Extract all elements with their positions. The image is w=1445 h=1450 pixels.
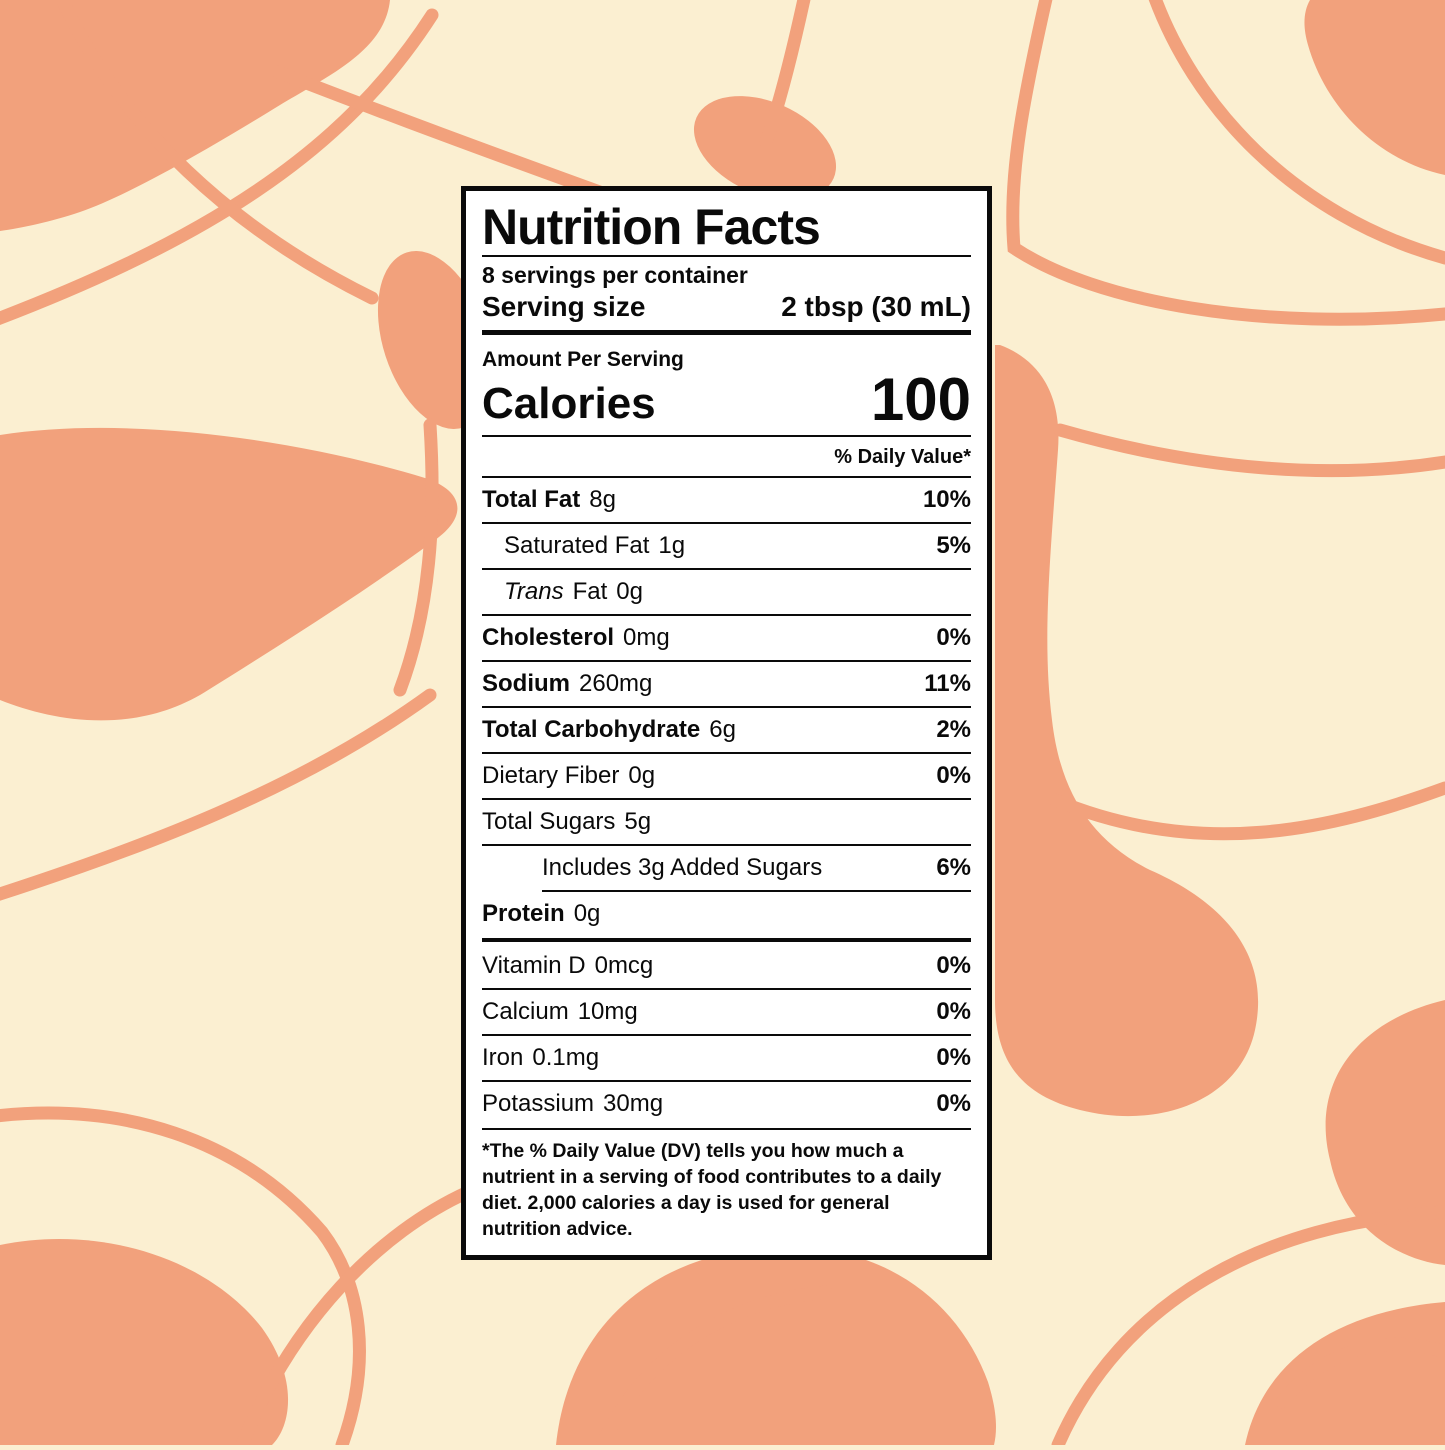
nutrient-row-total-carbohydrate: Total Carbohydrate 6g 2% <box>482 706 971 752</box>
nutrient-amount: 8g <box>589 486 616 514</box>
amount-per-serving: Amount Per Serving <box>482 347 684 371</box>
micronutrient-row-iron: Iron 0.1mg 0% <box>482 1033 971 1080</box>
nutrient-dv: 0% <box>936 624 971 652</box>
nutrition-facts-label: Nutrition Facts 8 servings per container… <box>461 186 992 1260</box>
calories-label: Calories <box>482 378 656 428</box>
nutrient-dv: 0% <box>936 1043 971 1071</box>
nutrient-name-italic: Trans <box>504 578 564 606</box>
section-bar-thick <box>482 330 971 335</box>
micronutrient-row-vitamin-d: Vitamin D 0mcg 0% <box>482 944 971 988</box>
calories-value: 100 <box>870 365 971 433</box>
nutrient-dv: 0% <box>936 997 971 1025</box>
nutrient-row-saturated-fat: Saturated Fat 1g 5% <box>482 522 971 568</box>
nutrient-dv: 11% <box>924 670 971 698</box>
nutrient-row-total-sugars: Total Sugars 5g <box>482 798 971 844</box>
nutrient-name: Sodium <box>482 670 570 698</box>
calories-bar <box>482 434 971 438</box>
nutrient-dv: 0% <box>936 1089 971 1117</box>
nutrient-row-cholesterol: Cholesterol 0mg 0% <box>482 614 971 660</box>
micronutrient-row-calcium: Calcium 10mg 0% <box>482 987 971 1034</box>
nutrient-amount: 0mg <box>623 624 670 652</box>
added-sugars-rule <box>542 890 971 893</box>
nutrient-dv: 6% <box>936 854 971 882</box>
nutrient-row-dietary-fiber: Dietary Fiber 0g 0% <box>482 752 971 798</box>
nutrient-row-trans-fat: Trans Fat 0g <box>482 568 971 614</box>
nutrient-amount: 6g <box>709 716 736 744</box>
label-title: Nutrition Facts <box>482 199 821 255</box>
nutrient-amount: 1g <box>658 532 686 560</box>
nutrient-name: Fat <box>572 578 608 606</box>
nutrient-dv: 5% <box>936 532 971 560</box>
nutrient-amount: 260mg <box>579 670 653 698</box>
nutrient-name: Total Carbohydrate <box>482 716 701 744</box>
footnote-bar <box>482 1127 971 1131</box>
nutrient-dv: 2% <box>936 716 971 744</box>
nutrient-name: Potassium <box>482 1089 595 1117</box>
nutrient-dv: 10% <box>922 486 971 514</box>
nutrient-dv: 0% <box>936 762 971 790</box>
nutrient-amount: 5g <box>624 808 652 836</box>
nutrient-row-sodium: Sodium 260mg 11% <box>482 660 971 706</box>
nutrient-amount: 0.1mg <box>532 1043 600 1071</box>
serving-size-label: Serving size <box>482 291 646 322</box>
nutrient-name: Calcium <box>482 997 569 1025</box>
nutrient-row-total-fat: Total Fat 8g 10% <box>482 476 971 522</box>
nutrient-amount: 30mg <box>603 1089 664 1117</box>
nutrient-name: Saturated Fat <box>504 532 650 560</box>
micronutrient-row-potassium: Potassium 30mg 0% <box>482 1079 971 1126</box>
nutrient-amount: 10mg <box>577 997 638 1025</box>
nutrient-amount: 0g <box>573 900 601 928</box>
nutrient-name: Includes 3g Added Sugars <box>542 854 823 882</box>
nutrient-amount: 0g <box>628 762 656 790</box>
nutrient-name: Iron <box>482 1043 524 1071</box>
nutrient-name: Total Fat <box>482 486 581 514</box>
nutrient-name: Dietary Fiber <box>482 762 620 790</box>
servings-per-container: 8 servings per container <box>482 262 748 288</box>
daily-value-header: % Daily Value* <box>834 446 971 469</box>
micronutrient-bar <box>482 938 971 942</box>
calories-row: Calories 100 <box>482 365 971 433</box>
title-rule <box>482 255 971 257</box>
daily-value-footnote: *The % Daily Value (DV) tells you how mu… <box>482 1140 942 1241</box>
nutrient-amount: 0g <box>616 578 643 606</box>
serving-size-value: 2 tbsp (30 mL) <box>781 291 971 322</box>
serving-size-row: Serving size 2 tbsp (30 mL) <box>482 290 971 330</box>
nutrient-dv: 0% <box>936 951 971 979</box>
nutrient-amount: 0mcg <box>594 951 654 979</box>
nutrient-name: Protein <box>482 900 565 928</box>
nutrient-name: Cholesterol <box>482 624 615 652</box>
nutrient-name: Total Sugars <box>482 808 616 836</box>
nutrient-row-added-sugars: Includes 3g Added Sugars 6% <box>482 844 971 890</box>
nutrient-name: Vitamin D <box>482 951 586 979</box>
nutrient-row-protein: Protein 0g <box>482 892 971 936</box>
